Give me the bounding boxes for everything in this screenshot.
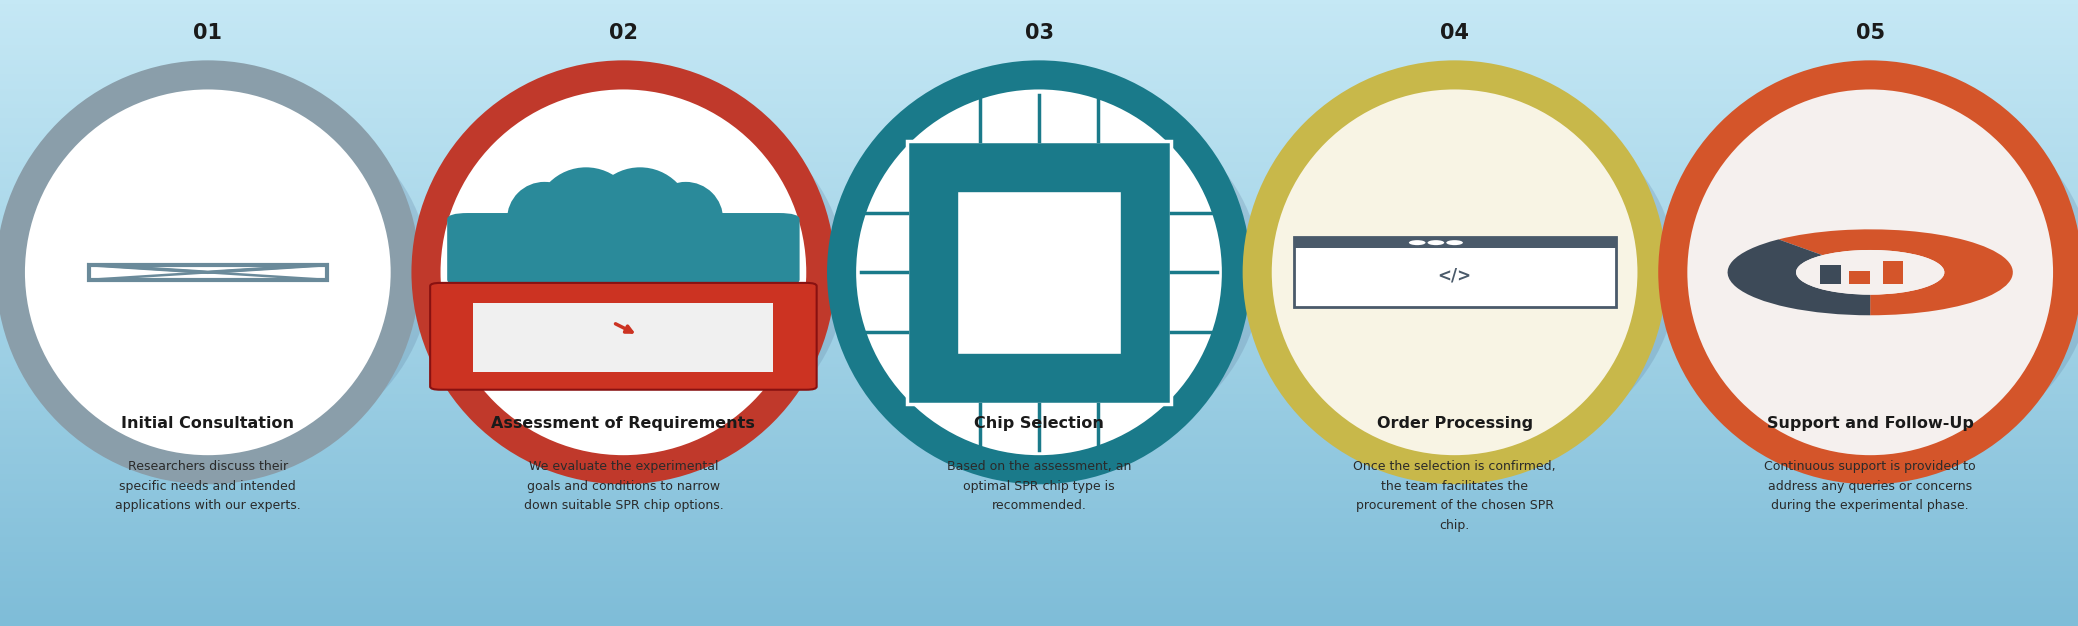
Ellipse shape xyxy=(588,167,692,271)
FancyBboxPatch shape xyxy=(1640,259,1685,286)
Ellipse shape xyxy=(1687,90,2053,455)
Text: 04: 04 xyxy=(1440,23,1469,43)
Text: 05: 05 xyxy=(1856,23,1885,43)
Text: Once the selection is confirmed,
the team facilitates the
procurement of the cho: Once the selection is confirmed, the tea… xyxy=(1353,460,1556,531)
Text: 02: 02 xyxy=(609,23,638,43)
Text: 03: 03 xyxy=(1024,23,1054,43)
Ellipse shape xyxy=(1658,60,2078,485)
Text: Assessment of Requirements: Assessment of Requirements xyxy=(492,416,754,431)
Ellipse shape xyxy=(827,60,1251,485)
Ellipse shape xyxy=(856,90,1222,455)
Ellipse shape xyxy=(0,89,430,462)
Text: Continuous support is provided to
address any queries or concerns
during the exp: Continuous support is provided to addres… xyxy=(1764,460,1976,512)
Ellipse shape xyxy=(1660,89,2078,462)
Circle shape xyxy=(1795,250,1945,295)
FancyBboxPatch shape xyxy=(393,259,438,286)
Ellipse shape xyxy=(829,89,1261,462)
Ellipse shape xyxy=(507,182,582,257)
Ellipse shape xyxy=(648,182,723,257)
Wedge shape xyxy=(1727,239,1870,316)
FancyBboxPatch shape xyxy=(474,303,773,371)
FancyBboxPatch shape xyxy=(1224,259,1270,286)
Ellipse shape xyxy=(25,90,391,455)
Text: 01: 01 xyxy=(193,23,222,43)
Circle shape xyxy=(1409,240,1426,245)
Ellipse shape xyxy=(414,89,846,462)
FancyBboxPatch shape xyxy=(1295,237,1615,248)
Text: Chip Selection: Chip Selection xyxy=(975,416,1103,431)
FancyBboxPatch shape xyxy=(1849,271,1870,284)
Text: Order Processing: Order Processing xyxy=(1376,416,1534,431)
Text: Researchers discuss their
specific needs and intended
applications with our expe: Researchers discuss their specific needs… xyxy=(114,460,301,512)
Circle shape xyxy=(1428,240,1444,245)
Ellipse shape xyxy=(1272,90,1637,455)
Wedge shape xyxy=(1779,229,2014,316)
FancyBboxPatch shape xyxy=(430,283,817,390)
Text: Initial Consultation: Initial Consultation xyxy=(121,416,295,431)
FancyBboxPatch shape xyxy=(808,259,854,286)
Text: Support and Follow-Up: Support and Follow-Up xyxy=(1766,416,1974,431)
Ellipse shape xyxy=(411,60,835,485)
Text: We evaluate the experimental
goals and conditions to narrow
down suitable SPR ch: We evaluate the experimental goals and c… xyxy=(524,460,723,512)
Ellipse shape xyxy=(1243,60,1667,485)
FancyBboxPatch shape xyxy=(958,191,1120,354)
Ellipse shape xyxy=(1245,89,1677,462)
FancyBboxPatch shape xyxy=(447,213,800,286)
Text: Based on the assessment, an
optimal SPR chip type is
recommended.: Based on the assessment, an optimal SPR … xyxy=(948,460,1130,512)
FancyBboxPatch shape xyxy=(1295,237,1615,307)
Text: </>: </> xyxy=(1438,267,1471,285)
FancyBboxPatch shape xyxy=(908,141,1170,404)
Ellipse shape xyxy=(534,167,638,271)
Ellipse shape xyxy=(0,60,420,485)
Circle shape xyxy=(1446,240,1463,245)
Ellipse shape xyxy=(441,90,806,455)
FancyBboxPatch shape xyxy=(1883,261,1903,284)
FancyBboxPatch shape xyxy=(1820,265,1841,284)
